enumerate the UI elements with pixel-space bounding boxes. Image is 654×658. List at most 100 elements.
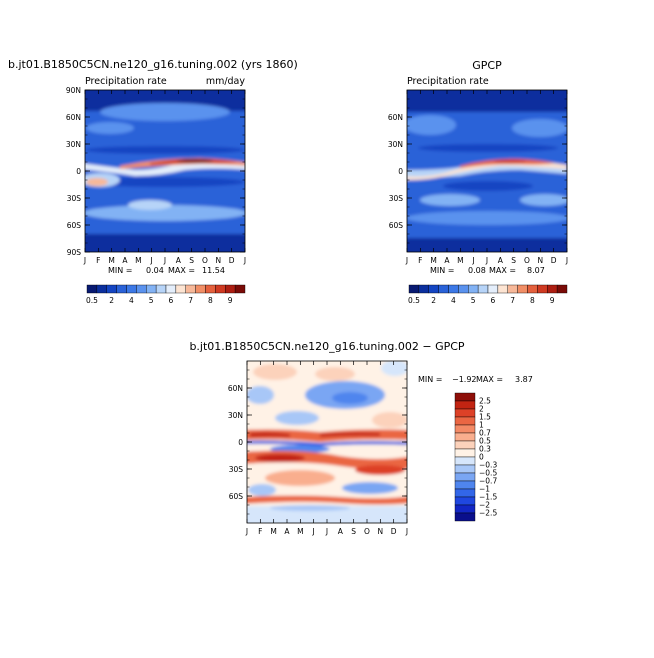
model-colorbar: 0.5 2 4 5 6 7 8 9 xyxy=(86,284,246,305)
model-x-tick-label: S xyxy=(189,256,194,265)
obs-max-value: 8.07 xyxy=(527,266,545,275)
obs-colorbar-swatch xyxy=(408,284,420,294)
obs-subtitle-left: Precipitation rate xyxy=(407,76,489,87)
diff-colorbar-label: 2.5 xyxy=(479,397,491,406)
obs-y-axis: 60N 30N 0 30S 60S xyxy=(388,98,567,244)
diff-y-tick-label: 0 xyxy=(238,438,243,447)
obs-colorbar-swatch xyxy=(537,284,548,294)
obs-colorbar-swatch xyxy=(428,284,439,294)
diff-colorbar-swatch xyxy=(454,480,476,490)
diff-x-tick-label: M xyxy=(270,527,276,536)
diff-colorbar-label: −1.5 xyxy=(479,493,497,502)
model-y-tick-label: 0 xyxy=(76,167,81,176)
diff-colorbar-swatch xyxy=(454,424,476,434)
obs-itcz-ridge xyxy=(407,160,567,181)
obs-x-tick-label: J xyxy=(565,256,568,265)
obs-colorbar-swatch xyxy=(477,284,489,294)
model-colorbar-swatch xyxy=(205,284,216,294)
obs-x-tick-label: O xyxy=(524,256,530,265)
obs-y-tick-label: 60S xyxy=(389,221,404,230)
model-subtropical-dry-north xyxy=(85,146,245,154)
model-sh-itcz-core xyxy=(86,178,108,186)
diff-nh-dry-south xyxy=(275,411,319,425)
diff-colorbar-swatch xyxy=(454,432,476,442)
model-colorbar-swatch xyxy=(106,284,117,294)
model-x-tick-label: A xyxy=(176,256,182,265)
model-sh-storm-track xyxy=(85,205,245,221)
obs-colorbar-label: 6 xyxy=(491,296,496,305)
diff-y-axis: 60N 30N 0 30S 60S xyxy=(228,369,407,515)
model-colorbar-swatch xyxy=(86,284,98,294)
diff-x-tick-label: A xyxy=(338,527,344,536)
model-colorbar-swatch xyxy=(175,284,186,294)
obs-colorbar-swatch xyxy=(487,284,499,294)
diff-colorbar-swatch xyxy=(454,392,476,402)
obs-x-tick-label: M xyxy=(430,256,436,265)
diff-southern-ocean-wet-band xyxy=(247,495,407,505)
diff-colorbar-label: 2 xyxy=(479,405,484,414)
diff-colorbar-label: −2 xyxy=(479,501,490,510)
diff-colorbar-swatch xyxy=(454,496,476,506)
obs-colorbar-label: 9 xyxy=(550,296,555,305)
diff-colorbar-label: −1 xyxy=(479,485,490,494)
obs-x-tick-label: A xyxy=(498,256,504,265)
model-nh-midlat-blob xyxy=(100,103,230,121)
obs-colorbar-swatch xyxy=(497,284,508,294)
model-x-tick-label: J xyxy=(163,256,166,265)
diff-colorbar-label: −0.7 xyxy=(479,477,497,486)
model-x-tick-label: O xyxy=(202,256,208,265)
model-title: b.jt01.B1850C5CN.ne120_g16.tuning.002 (y… xyxy=(8,58,298,71)
diff-colorbar-swatch xyxy=(454,512,476,522)
diff-x-tick-label: A xyxy=(284,527,290,536)
diff-colorbar-swatch xyxy=(454,440,476,450)
obs-colorbar-swatch xyxy=(468,284,479,294)
obs-x-tick-label: F xyxy=(418,256,422,265)
obs-colorbar-swatch xyxy=(547,284,558,294)
obs-antarctic-dry-band xyxy=(407,238,567,252)
diff-sh-wet-core xyxy=(255,454,305,462)
model-colorbar-label: 0.5 xyxy=(86,296,98,305)
diff-panel: b.jt01.B1850C5CN.ne120_g16.tuning.002 − … xyxy=(189,340,532,536)
model-x-tick-label: M xyxy=(108,256,114,265)
diff-nh-wet-east xyxy=(372,412,407,428)
obs-colorbar-swatch xyxy=(556,284,568,294)
obs-colorbar-label: 2 xyxy=(431,296,436,305)
model-y-axis: 90N 60N 30N 0 30S 60S 90S xyxy=(66,86,245,257)
obs-x-tick-label: D xyxy=(551,256,557,265)
diff-colorbar-label: 0.5 xyxy=(479,437,491,446)
model-x-tick-label: N xyxy=(216,256,222,265)
diff-antarctic-dry-strip xyxy=(270,505,350,511)
obs-subtropical-dry-south xyxy=(443,181,533,191)
diff-x-tick-label: O xyxy=(364,527,370,536)
obs-subtropical-dry-north xyxy=(418,144,558,152)
diff-sh-midlat-dry-west xyxy=(248,484,276,496)
diff-colorbar-swatch xyxy=(454,400,476,410)
diff-max-label: MAX = xyxy=(476,375,503,384)
model-x-tick-label: M xyxy=(135,256,141,265)
obs-x-tick-label: S xyxy=(511,256,516,265)
diff-arctic-wet-blob-2 xyxy=(315,367,355,381)
model-colorbar-swatch xyxy=(234,284,246,294)
model-y-tick-label: 30N xyxy=(66,140,81,149)
obs-colorbar-swatch xyxy=(448,284,459,294)
diff-colorbar-swatch xyxy=(454,464,476,474)
obs-colorbar: 0.5 2 4 5 6 7 8 9 xyxy=(408,284,568,305)
model-colorbar-label: 6 xyxy=(169,296,174,305)
obs-x-tick-label: M xyxy=(457,256,463,265)
diff-y-tick-label: 30S xyxy=(229,465,244,474)
obs-x-tick-label: N xyxy=(538,256,544,265)
model-panel: b.jt01.B1850C5CN.ne120_g16.tuning.002 (y… xyxy=(8,58,298,305)
diff-colorbar-label: 0 xyxy=(479,453,484,462)
model-x-tick-label: J xyxy=(83,256,86,265)
diff-equatorial-dry-band xyxy=(247,440,407,446)
model-x-tick-label: D xyxy=(229,256,235,265)
model-colorbar-swatch xyxy=(185,284,196,294)
diff-x-tick-label: M xyxy=(297,527,303,536)
model-subtropical-dry-south xyxy=(85,177,245,187)
diff-x-tick-label: D xyxy=(391,527,397,536)
obs-colorbar-label: 8 xyxy=(530,296,535,305)
diff-colorbar-swatch xyxy=(454,504,476,514)
